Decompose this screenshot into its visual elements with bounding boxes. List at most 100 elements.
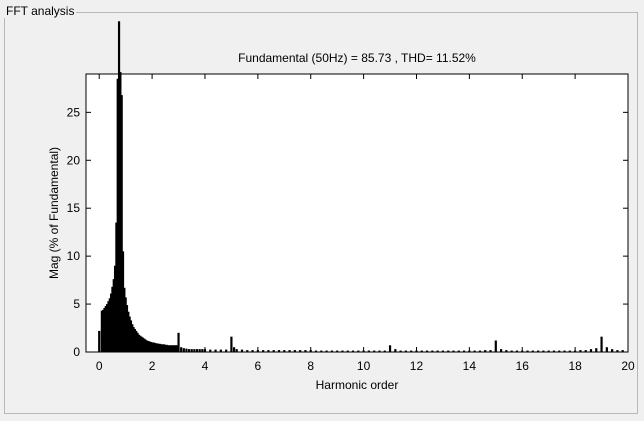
bar [484,350,487,352]
bar [293,350,296,352]
y-tick-label: 10 [67,249,81,263]
y-tick-label: 5 [73,297,80,311]
bar [288,350,291,352]
bar [185,348,188,352]
bar [188,349,191,352]
bar [131,324,134,352]
bar [552,350,556,352]
bar [173,345,176,352]
bar [357,350,360,352]
bar [127,311,130,352]
bar [314,350,318,352]
bar [367,350,370,352]
bar [542,350,545,352]
bar [177,332,180,352]
bar [394,349,397,352]
bar [154,343,158,352]
y-axis-ticks: 0 5 10 15 20 25 [67,105,628,359]
bar [147,340,150,352]
bar [152,342,155,352]
bar [103,307,106,352]
bar [251,350,254,352]
bar [106,304,109,352]
bar [182,348,185,352]
x-axis-label: Harmonic order [316,378,399,392]
bar [166,345,170,352]
bar [621,350,624,352]
bar [123,287,126,352]
bar [457,350,460,352]
bar [579,350,582,352]
bar [198,349,201,352]
bar [219,349,222,352]
bar [489,350,492,352]
bar [117,21,121,353]
x-tick-label: 20 [621,359,635,373]
bar [190,349,193,352]
bar [102,309,105,352]
bar [141,337,144,352]
bar [98,330,101,352]
bar [410,350,413,352]
x-tick-label: 4 [202,359,209,373]
bar [137,334,140,352]
bar [148,341,151,352]
x-tick-label: 18 [568,359,582,373]
bar [558,350,561,352]
bar [104,305,107,352]
bar [108,298,111,352]
bar [174,345,177,352]
bar [128,316,131,352]
fft-analysis-panel [4,12,638,414]
bar [139,335,142,352]
bar [336,350,339,352]
panel-title: FFT analysis [4,4,77,18]
bar [125,305,129,352]
bar [441,350,445,352]
bar [378,350,381,352]
bar [157,343,160,352]
x-tick-label: 8 [307,359,314,373]
bar [129,320,133,352]
bar [351,350,355,352]
bar [325,350,328,352]
y-axis-label: Mag (% of Fundamental) [47,147,61,279]
bar [277,350,281,352]
bar [107,301,110,352]
bar [436,350,439,352]
bar [170,345,174,352]
bar [153,342,156,352]
bar [447,350,450,352]
bar [611,349,614,352]
bar [156,343,159,352]
bar [140,336,143,352]
x-tick-label: 6 [255,359,262,373]
bar [431,350,434,352]
bar [232,347,236,352]
bar [341,350,344,352]
bar [225,349,228,352]
bar [193,349,196,352]
bar [388,345,392,352]
bar [462,350,466,352]
y-tick-label: 0 [73,345,80,359]
bar [158,343,162,352]
bar [584,350,587,352]
bar [176,345,179,352]
bar [121,251,125,352]
bar [112,279,115,352]
bar [510,350,513,352]
bar [230,336,233,352]
bars-group [98,21,624,353]
bar [299,350,302,352]
bar [119,72,122,352]
bar [304,350,307,352]
x-axis-ticks: 0 2 4 6 8 10 12 14 16 18 20 [96,74,635,373]
bar [180,347,183,352]
x-tick-label: 16 [516,359,530,373]
bar [568,350,571,352]
bar [399,350,402,352]
bar [320,350,323,352]
x-tick-label: 14 [463,359,477,373]
plot-frame [85,73,629,353]
